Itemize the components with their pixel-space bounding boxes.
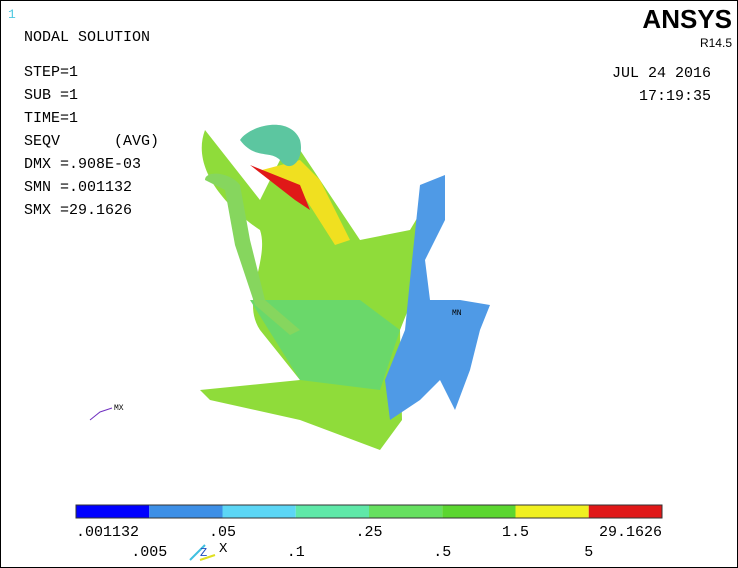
- info-line: DMX =.908E-03: [24, 156, 141, 173]
- triad-axis: [189, 544, 206, 561]
- brand-name: ANSYS: [642, 4, 732, 34]
- legend-label: .001132: [76, 524, 139, 541]
- info-line: SMX =29.1626: [24, 202, 132, 219]
- max-marker: MX: [114, 404, 124, 413]
- legend-swatch: [442, 505, 516, 518]
- top-loop: [240, 124, 301, 167]
- loop: [205, 173, 300, 335]
- date: JUL 24 2016: [612, 65, 711, 82]
- legend-border: [75, 504, 663, 519]
- legend-swatch: [76, 505, 150, 518]
- legend-label: 5: [584, 544, 593, 561]
- triad-axis: [199, 554, 216, 561]
- legend-label: .1: [287, 544, 305, 561]
- blue-region: [385, 175, 490, 420]
- legend-label: .5: [433, 544, 451, 561]
- triad-x: X: [219, 541, 228, 557]
- legend-swatch: [295, 505, 369, 518]
- model: MN MX: [89, 124, 490, 450]
- legend-swatch: [369, 505, 443, 518]
- window-number: 1: [8, 7, 16, 22]
- brand-version: R14.5: [700, 36, 732, 50]
- legend-label: 1.5: [502, 524, 529, 541]
- info-line: SEQV (AVG): [24, 133, 159, 150]
- info-line: TIME=1: [24, 110, 78, 127]
- info-block: STEP=1 SUB =1 TIME=1 SEQV (AVG) DMX =.908E-0…: [24, 64, 159, 219]
- legend-swatch: [588, 505, 662, 518]
- legend-label: 29.1626: [599, 524, 662, 541]
- legend-label: .25: [355, 524, 382, 541]
- legend-swatch: [149, 505, 223, 518]
- red-strip: [250, 165, 310, 210]
- mini-triad: [89, 407, 113, 421]
- legend-label: .005: [131, 544, 167, 561]
- min-marker: MN: [452, 309, 462, 318]
- plot-title: NODAL SOLUTION: [24, 29, 150, 46]
- legend-label: .05: [209, 524, 236, 541]
- legend-swatch: [222, 505, 296, 518]
- info-line: STEP=1: [24, 64, 78, 81]
- legend: .001132 .05 .25 1.5 29.1626 .005 .1 .5 5: [75, 504, 663, 561]
- legend-swatch: [515, 505, 589, 518]
- info-line: SUB =1: [24, 87, 78, 104]
- triad-z: Z: [200, 546, 207, 560]
- info-line: SMN =.001132: [24, 179, 132, 196]
- time: 17:19:35: [639, 88, 711, 105]
